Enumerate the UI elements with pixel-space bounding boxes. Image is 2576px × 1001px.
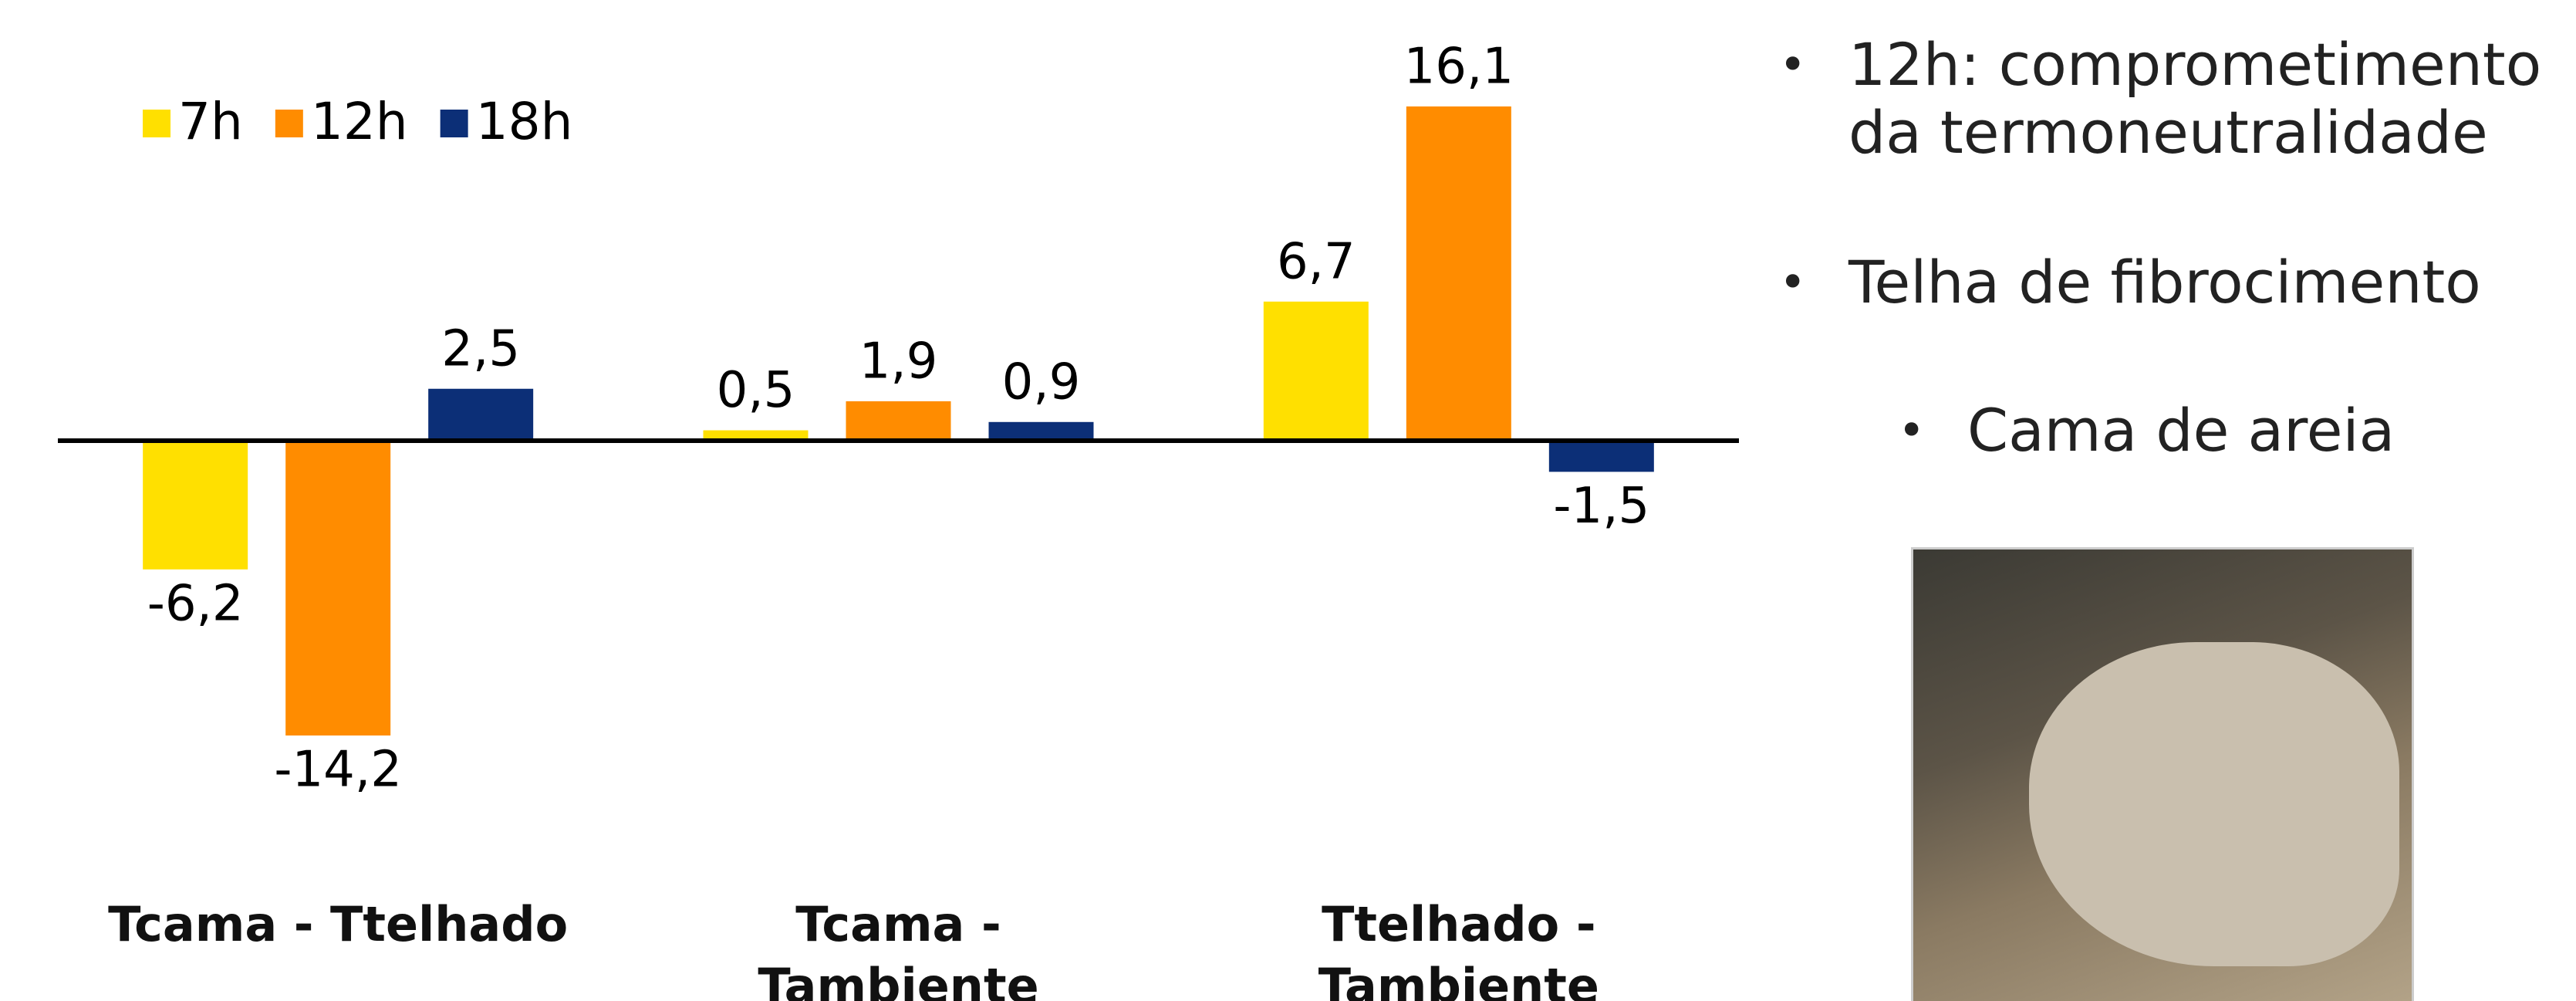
photo-subject bbox=[2029, 642, 2399, 966]
legend-swatch bbox=[440, 110, 468, 137]
legend-label: 18h bbox=[476, 92, 573, 151]
value-label: 16,1 bbox=[1404, 38, 1514, 95]
bar bbox=[703, 430, 809, 441]
legend-label: 7h bbox=[178, 92, 243, 151]
value-label: 1,9 bbox=[859, 333, 938, 390]
bullet: Telha de fibrocimento bbox=[1779, 249, 2481, 317]
value-label: 6,7 bbox=[1277, 233, 1356, 290]
bullet: Cama de areia bbox=[1898, 397, 2395, 465]
category-label: Tcama - Ttelhado bbox=[108, 896, 569, 952]
value-label: -6,2 bbox=[147, 575, 244, 632]
bar bbox=[846, 401, 951, 441]
legend-label: 12h bbox=[311, 92, 408, 151]
bar bbox=[1548, 441, 1654, 472]
bar bbox=[1263, 301, 1369, 441]
category-label: Ttelhado - Tambiente bbox=[1318, 896, 1599, 1001]
value-label: 2,5 bbox=[441, 320, 520, 377]
chart: 7h 12h 18h -6,2 -14,2 2,5 0,5 1,9 0,9 6,7 16,1 -1,5 bbox=[58, 38, 1739, 799]
bar bbox=[143, 441, 248, 570]
value-label: 0,5 bbox=[717, 362, 795, 419]
value-label: -14,2 bbox=[274, 742, 402, 799]
value-label: -1,5 bbox=[1553, 478, 1649, 535]
bar bbox=[428, 388, 534, 441]
bar bbox=[285, 441, 391, 736]
category-label: Tcama - Tambiente bbox=[758, 896, 1039, 1001]
legend-swatch bbox=[143, 110, 170, 137]
photo bbox=[1911, 547, 2414, 1001]
bullet: 12h: comprometimento da termoneutralidad… bbox=[1779, 31, 2566, 167]
bar bbox=[1406, 106, 1511, 441]
bar bbox=[988, 421, 1094, 441]
value-label: 0,9 bbox=[1002, 353, 1081, 411]
legend-swatch bbox=[275, 110, 303, 137]
